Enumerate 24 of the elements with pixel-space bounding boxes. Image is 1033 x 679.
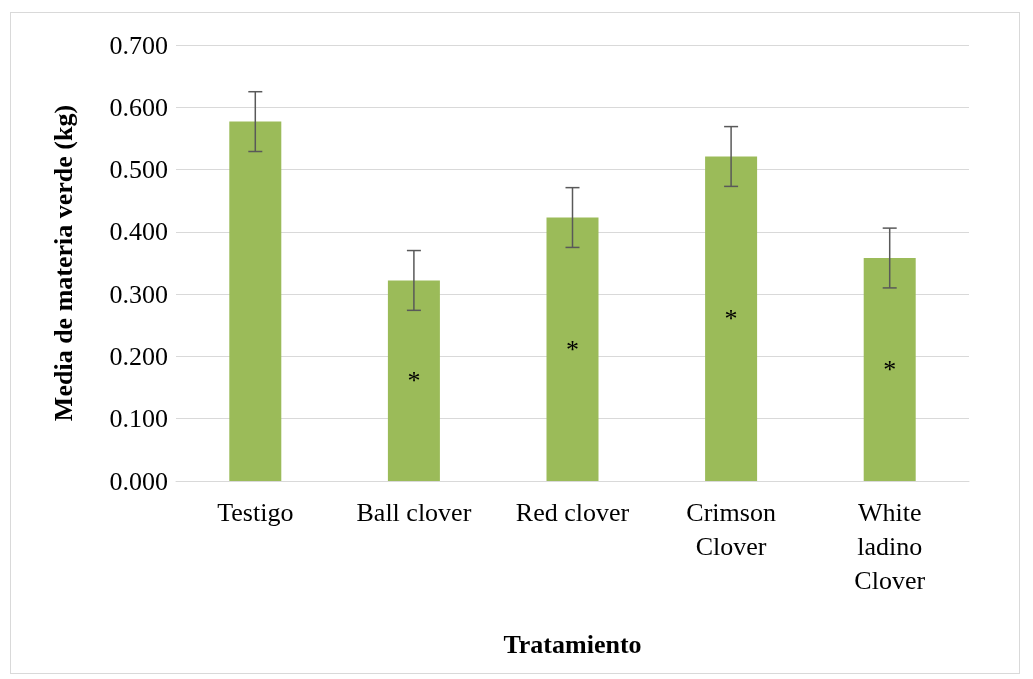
bar [863, 258, 916, 481]
y-tick-label: 0.400 [109, 217, 168, 247]
y-tick-label: 0.100 [109, 404, 168, 434]
bar [546, 217, 599, 481]
y-tick-label: 0.200 [109, 341, 168, 371]
annotation: * [724, 304, 738, 334]
x-tick-label: Ball clover [356, 497, 472, 527]
y-axis-title: Media de materia verde (kg) [48, 104, 78, 422]
x-tick-label: Red clover [515, 497, 630, 527]
x-tick-label: Testigo [217, 497, 294, 527]
y-tick-label: 0.500 [109, 155, 168, 185]
bar [387, 280, 440, 481]
bar [705, 156, 758, 481]
bar [229, 121, 282, 481]
x-tick-label: White ladino Clover [854, 497, 926, 595]
y-tick-label: 0.700 [109, 30, 168, 60]
y-tick-label: 0.000 [109, 466, 168, 496]
annotation: * [566, 334, 579, 364]
y-tick-label: 0.300 [109, 279, 168, 309]
x-axis-title: Tratamiento [503, 629, 642, 659]
x-tick-label: Crimson Clover [686, 497, 776, 561]
annotation: * [407, 366, 421, 396]
y-tick-label: 0.600 [109, 92, 168, 122]
annotation: * [883, 355, 897, 385]
